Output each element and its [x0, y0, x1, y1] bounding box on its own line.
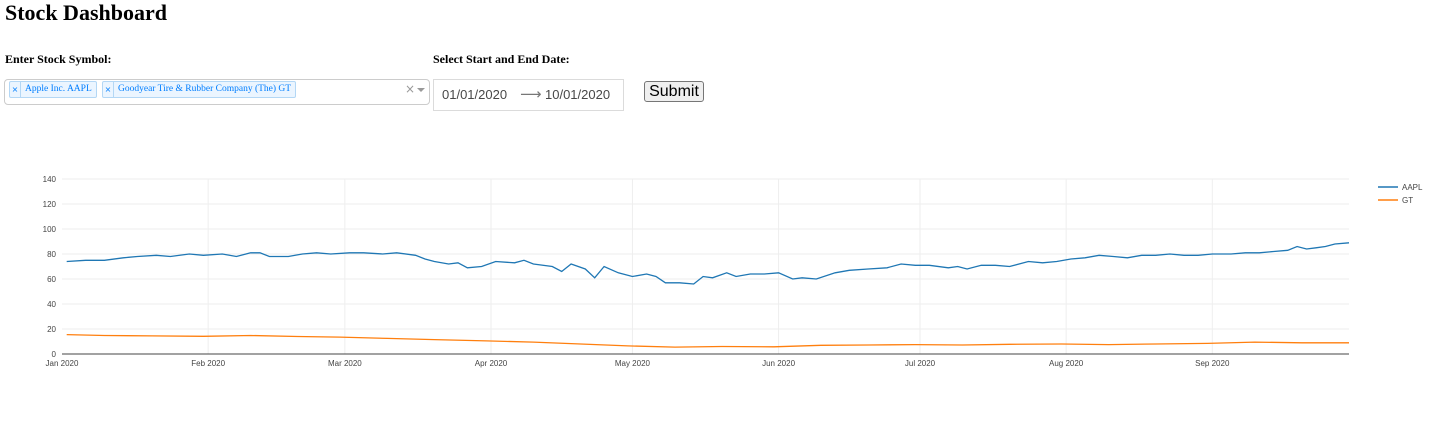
- y-tick-label: 120: [43, 200, 57, 209]
- y-tick-label: 20: [47, 325, 56, 334]
- y-tick-label: 60: [47, 275, 56, 284]
- legend-label-gt: GT: [1402, 196, 1413, 205]
- x-tick-label: Sep 2020: [1195, 359, 1230, 368]
- x-tick-label: Aug 2020: [1049, 359, 1084, 368]
- x-tick-label: May 2020: [615, 359, 651, 368]
- y-tick-label: 40: [47, 300, 56, 309]
- chart-legend: AAPL GT: [1378, 183, 1423, 205]
- x-tick-label: Jun 2020: [762, 359, 795, 368]
- y-tick-label: 100: [43, 225, 57, 234]
- x-tick-label: Feb 2020: [191, 359, 225, 368]
- chart-grid: [62, 179, 1349, 354]
- x-tick-label: Jul 2020: [905, 359, 936, 368]
- series-line-gt: [67, 335, 1349, 348]
- x-tick-label: Mar 2020: [328, 359, 362, 368]
- y-tick-label: 140: [43, 175, 57, 184]
- series-line-aapl: [67, 243, 1349, 284]
- chart-series: [67, 243, 1349, 347]
- y-tick-label: 0: [52, 350, 57, 359]
- x-tick-label: Apr 2020: [475, 359, 508, 368]
- x-tick-label: Jan 2020: [46, 359, 79, 368]
- y-tick-label: 80: [47, 250, 56, 259]
- legend-label-aapl: AAPL: [1402, 183, 1423, 192]
